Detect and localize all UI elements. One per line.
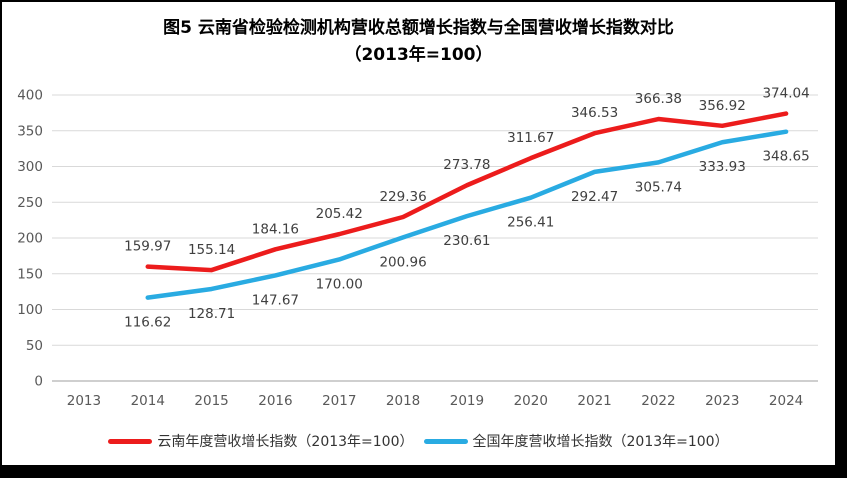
data-label-national: 256.41 bbox=[507, 215, 554, 231]
data-label-yunnan: 273.78 bbox=[443, 157, 490, 173]
data-label-national: 348.65 bbox=[762, 149, 809, 165]
x-axis-tick-label: 2020 bbox=[514, 393, 548, 409]
y-axis-tick-label: 350 bbox=[17, 123, 43, 139]
data-label-yunnan: 229.36 bbox=[379, 189, 426, 205]
data-label-national: 292.47 bbox=[571, 189, 618, 205]
data-label-yunnan: 374.04 bbox=[762, 86, 809, 102]
x-axis-tick-label: 2023 bbox=[705, 393, 739, 409]
series-line-yunnan bbox=[145, 111, 789, 273]
yunnan-series-swatch bbox=[108, 438, 153, 444]
x-axis-tick-label: 2019 bbox=[450, 393, 484, 409]
yunnan-series-label: 云南年度营收增长指数（2013年=100） bbox=[157, 434, 414, 450]
data-label-national: 147.67 bbox=[252, 292, 299, 308]
data-label-national: 305.74 bbox=[635, 179, 682, 195]
x-axis-tick-label: 2017 bbox=[322, 393, 356, 409]
national-series-swatch bbox=[423, 438, 468, 444]
y-axis-tick-label: 100 bbox=[17, 302, 43, 318]
data-label-yunnan: 205.42 bbox=[316, 206, 363, 222]
series-line-national bbox=[145, 129, 789, 300]
x-axis-tick-label: 2021 bbox=[577, 393, 611, 409]
data-label-national: 230.61 bbox=[443, 233, 490, 249]
data-label-national: 333.93 bbox=[699, 159, 746, 175]
x-axis-tick-label: 2016 bbox=[258, 393, 292, 409]
data-label-national: 170.00 bbox=[316, 276, 363, 292]
y-axis-tick-label: 300 bbox=[17, 159, 43, 175]
data-label-national: 116.62 bbox=[124, 315, 171, 331]
y-axis-tick-label: 250 bbox=[17, 195, 43, 211]
y-axis-tick-label: 50 bbox=[26, 338, 43, 354]
y-axis-tick-label: 200 bbox=[17, 231, 43, 247]
data-label-yunnan: 356.92 bbox=[699, 98, 746, 114]
data-label-yunnan: 184.16 bbox=[252, 221, 299, 237]
chart-title: 图5 云南省检验检测机构营收总额增长指数与全国营收增长指数对比 （2013年=1… bbox=[2, 15, 835, 69]
x-axis-tick-label: 2015 bbox=[194, 393, 228, 409]
x-axis-tick-label: 2022 bbox=[641, 393, 675, 409]
legend-item-yunnan: 云南年度营收增长指数（2013年=100） bbox=[108, 431, 414, 451]
data-label-national: 128.71 bbox=[188, 306, 235, 322]
x-axis-tick-label: 2014 bbox=[131, 393, 165, 409]
line-chart-plot-area: 0 50 100 150 200 250 300 350 400 2013 2014 2015 2016… bbox=[17, 86, 818, 409]
chart-title-line1: 图5 云南省检验检测机构营收总额增长指数与全国营收增长指数对比 bbox=[163, 18, 674, 38]
y-axis-tick-label: 150 bbox=[17, 266, 43, 282]
x-axis-tick-label: 2024 bbox=[769, 393, 803, 409]
chart-title-line2: （2013年=100） bbox=[344, 45, 493, 66]
x-axis-tick-label: 2013 bbox=[67, 393, 101, 409]
x-axis-tick-label: 2018 bbox=[386, 393, 420, 409]
y-axis-tick-label: 400 bbox=[17, 88, 43, 104]
data-label-yunnan: 311.67 bbox=[507, 130, 554, 146]
y-axis-tick-label: 0 bbox=[34, 374, 43, 390]
data-label-yunnan: 159.97 bbox=[124, 239, 171, 255]
data-label-yunnan: 155.14 bbox=[188, 242, 235, 258]
data-label-national: 200.96 bbox=[379, 254, 426, 270]
national-series-label: 全国年度营收增长指数（2013年=100） bbox=[472, 434, 729, 450]
data-label-yunnan: 366.38 bbox=[635, 91, 682, 107]
legend-item-national: 全国年度营收增长指数（2013年=100） bbox=[423, 431, 729, 451]
legend: 云南年度营收增长指数（2013年=100） 全国年度营收增长指数（2013年=1… bbox=[2, 431, 835, 451]
data-label-yunnan: 346.53 bbox=[571, 105, 618, 121]
